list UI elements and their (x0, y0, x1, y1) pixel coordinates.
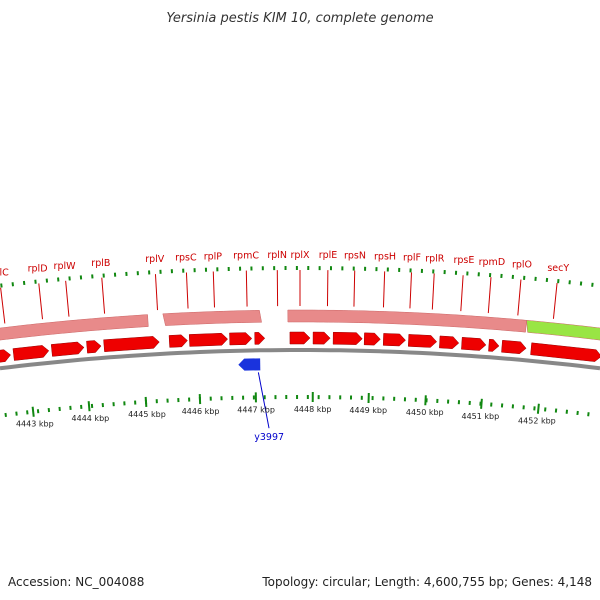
feature-band-segment (0, 314, 149, 341)
gene-label: rpsN (344, 251, 366, 262)
feature-band-segment (526, 320, 600, 341)
kbp-major-tick (144, 396, 148, 407)
genome-summary-text: Topology: circular; Length: 4,600,755 bp… (261, 575, 592, 589)
kbp-label: 4448 kbp (294, 405, 332, 414)
cds-arrow (254, 332, 266, 345)
gene-arrows (0, 331, 600, 371)
kbp-label: 4443 kbp (16, 420, 54, 429)
cds-arrow (488, 338, 500, 352)
kbp-major-tick (87, 401, 91, 412)
cds-arrow (229, 332, 253, 346)
gene-label-leader (185, 272, 189, 309)
kbp-label: 4445 kbp (128, 410, 166, 419)
cds-arrow (530, 342, 600, 362)
gene-labels: rplC rplD rplW rplB rplV rpsC rplP rpmC rplNrplX… (0, 250, 569, 443)
gene-label-leader (431, 273, 435, 310)
gene-label: rpsH (374, 251, 396, 262)
kbp-labels: 4443 kbp 4444 kbp 4445 kbp 4446 kbp 4447 kbp… (16, 392, 556, 429)
genome-backbone (0, 348, 600, 371)
kbp-major-tick (424, 395, 427, 406)
kbp-label: 4449 kbp (349, 406, 387, 415)
gene-label-leader (65, 280, 70, 317)
cds-arrow (363, 332, 381, 346)
map-title: Yersinia pestis KIM 10, complete genome (166, 11, 433, 26)
cds-arrow (86, 340, 102, 354)
gene-label: rpsE (453, 255, 474, 266)
gene-label-leader (460, 275, 464, 312)
gene-label: rplD (28, 263, 48, 274)
gene-label: rplE (319, 250, 338, 261)
cds-arrow (408, 334, 438, 348)
gene-label-leader (353, 270, 356, 307)
gene-label-leader (382, 271, 386, 308)
cds-arrow (382, 333, 406, 347)
cds-arrow (12, 345, 50, 361)
minus-gene-leader (257, 372, 270, 429)
gene-label-leader (552, 282, 558, 319)
cds-arrow (188, 332, 229, 347)
cds-arrow (439, 335, 460, 349)
minus-gene-arrow (238, 358, 261, 371)
gene-label-leader (517, 279, 522, 316)
kbp-label: 4452 kbp (518, 417, 556, 426)
accession-text: Accession: NC_004088 (8, 575, 144, 589)
gene-label-leader (38, 283, 43, 320)
feature-band-segment (162, 310, 262, 326)
gene-label: rplW (54, 261, 77, 272)
kbp-major-tick (31, 406, 35, 417)
gene-label-leader (154, 274, 159, 311)
cds-arrow (461, 337, 487, 351)
kbp-major-tick (536, 403, 540, 414)
gene-label-leader (0, 287, 6, 324)
gene-label: rplF (403, 252, 421, 263)
gene-label: rplB (91, 258, 110, 269)
gene-label: rplP (204, 251, 223, 262)
cds-arrow (168, 334, 188, 348)
gene-label: secY (547, 263, 569, 274)
kbp-label: 4446 kbp (182, 407, 220, 416)
gene-label-leader (487, 277, 492, 314)
gene-label: rpsC (175, 253, 197, 264)
gene-label: rplV (145, 254, 165, 265)
gene-label: rpmD (479, 257, 506, 268)
kbp-label: 4451 kbp (462, 412, 500, 421)
cds-arrow (0, 349, 11, 363)
kbp-label: 4450 kbp (406, 408, 444, 417)
gene-label: rplX (290, 250, 310, 261)
kbp-major-tick (480, 398, 483, 409)
feature-band (0, 309, 600, 371)
gene-label-leader (212, 271, 216, 308)
tick-marks (0, 266, 594, 418)
gene-label: rplO (512, 260, 532, 271)
minus-gene-label: y3997 (254, 432, 284, 443)
cds-arrow (103, 336, 160, 352)
kbp-label: 4444 kbp (72, 414, 110, 423)
cds-arrow (501, 339, 527, 355)
gene-label-leader (245, 270, 248, 307)
cds-arrow (289, 331, 311, 345)
gene-label: rplR (425, 254, 445, 265)
gene-label: rpmC (233, 251, 259, 262)
cds-arrow (332, 331, 363, 345)
gene-label: rplC (0, 268, 9, 279)
feature-band-segment (287, 309, 527, 333)
cds-arrow (312, 331, 331, 345)
gene-label-leader (409, 272, 412, 309)
gene-label-leader (101, 277, 106, 314)
kbp-label: 4447 kbp (237, 405, 275, 414)
cds-arrow (50, 341, 85, 357)
gene-label: rplN (267, 250, 287, 261)
